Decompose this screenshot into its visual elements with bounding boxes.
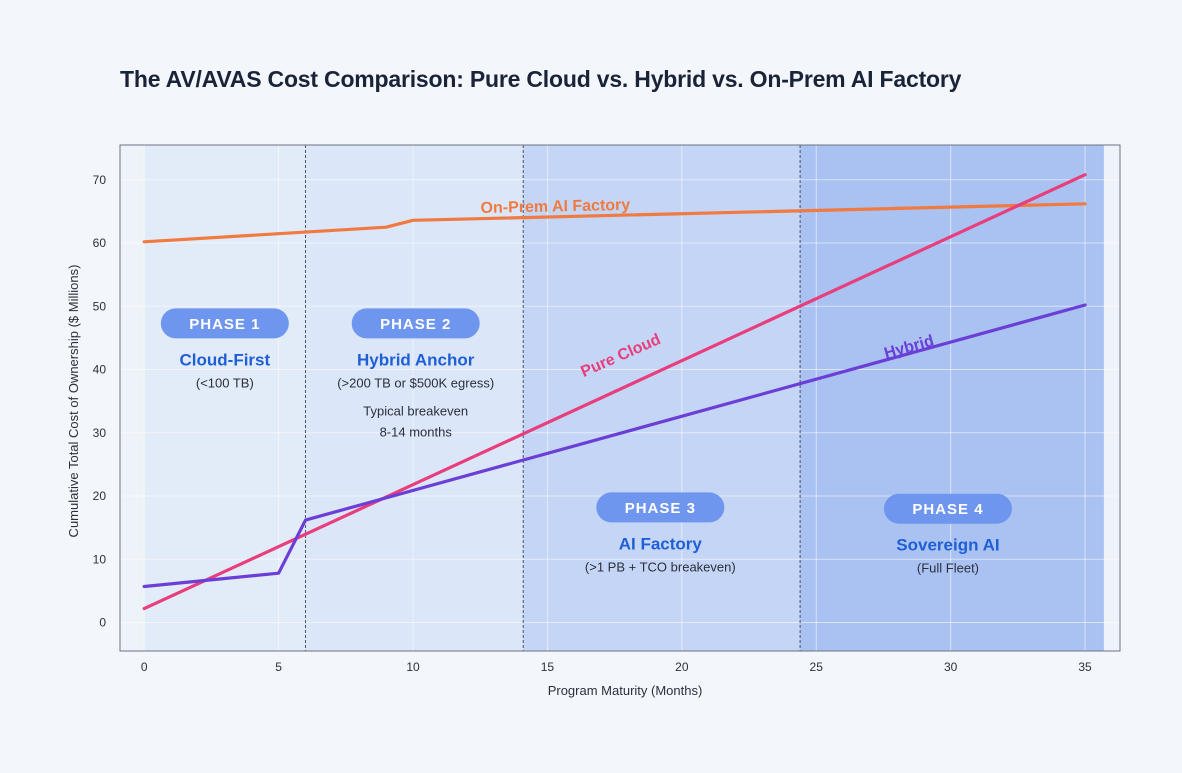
y-tick-label-20: 20 xyxy=(93,489,107,503)
x-tick-label-30: 30 xyxy=(944,660,958,674)
phase-subtitle-2-1: (>200 TB or $500K egress) xyxy=(337,375,494,390)
x-tick-label-20: 20 xyxy=(675,660,689,674)
series-line-hybrid xyxy=(142,303,1087,589)
phase-band-1 xyxy=(144,145,306,651)
phase-pill-4 xyxy=(883,493,1012,524)
plot-frame xyxy=(119,144,1121,652)
phase-subtitle-1-1: (<100 TB) xyxy=(196,375,254,390)
phase-pill-label-3: PHASE 3 xyxy=(625,500,696,517)
series-line-on-prem-ai-factory xyxy=(142,202,1087,244)
chart-title: The AV/AVAS Cost Comparison: Pure Cloud … xyxy=(120,66,962,92)
y-axis-label: Cumulative Total Cost of Ownership ($ Mi… xyxy=(66,265,81,538)
phase-pill-2 xyxy=(351,308,480,339)
tick-labels: 0 5 10 15 20 25 30 35 0 10 20 30 40 50 60 70 xyxy=(93,173,1092,674)
phase-band-3 xyxy=(523,145,801,651)
phase-subtitle-4-1: (Full Fleet) xyxy=(917,561,979,576)
phase-pill-label-2: PHASE 2 xyxy=(380,316,451,333)
phase-pill-1 xyxy=(160,308,289,339)
phase-dividers xyxy=(304,145,801,651)
series-lines xyxy=(142,173,1087,611)
y-tick-label-60: 60 xyxy=(93,236,107,250)
gridlines xyxy=(120,145,1120,651)
phase-band-4 xyxy=(800,145,1104,651)
x-tick-label-0: 0 xyxy=(141,660,148,674)
x-tick-label-5: 5 xyxy=(275,660,282,674)
phase-pill-label-4: PHASE 4 xyxy=(912,501,983,518)
y-tick-label-10: 10 xyxy=(93,552,107,566)
y-tick-label-30: 30 xyxy=(93,426,107,440)
phase-labels: PHASE 1 Cloud-First (<100 TB) PHASE 2 Hybrid… xyxy=(160,308,1012,576)
series-label-on-prem-ai-factory: On-Prem AI Factory xyxy=(480,197,630,217)
series-line-pure-cloud xyxy=(142,173,1087,611)
phase-name-4: Sovereign AI xyxy=(896,536,999,555)
x-tick-label-35: 35 xyxy=(1078,660,1092,674)
y-tick-label-70: 70 xyxy=(93,173,107,187)
phase-subtitle-3-1: (>1 PB + TCO breakeven) xyxy=(585,559,736,574)
x-tick-label-10: 10 xyxy=(406,660,420,674)
phase-pill-label-1: PHASE 1 xyxy=(189,316,260,333)
x-tick-label-25: 25 xyxy=(810,660,824,674)
y-tick-label-40: 40 xyxy=(93,363,107,377)
phase-subtitle-2-2: Typical breakeven xyxy=(363,403,468,418)
phase-name-2: Hybrid Anchor xyxy=(357,350,475,369)
phase-bands xyxy=(120,145,1120,651)
x-axis-label: Program Maturity (Months) xyxy=(548,683,703,698)
x-tick-label-15: 15 xyxy=(541,660,555,674)
phase-name-3: AI Factory xyxy=(619,534,703,553)
phase-name-1: Cloud-First xyxy=(180,350,271,369)
phase-subtitle-2-3: 8-14 months xyxy=(380,424,453,439)
y-tick-label-0: 0 xyxy=(99,616,106,630)
y-tick-label-50: 50 xyxy=(93,299,107,313)
phase-pill-3 xyxy=(596,492,725,523)
